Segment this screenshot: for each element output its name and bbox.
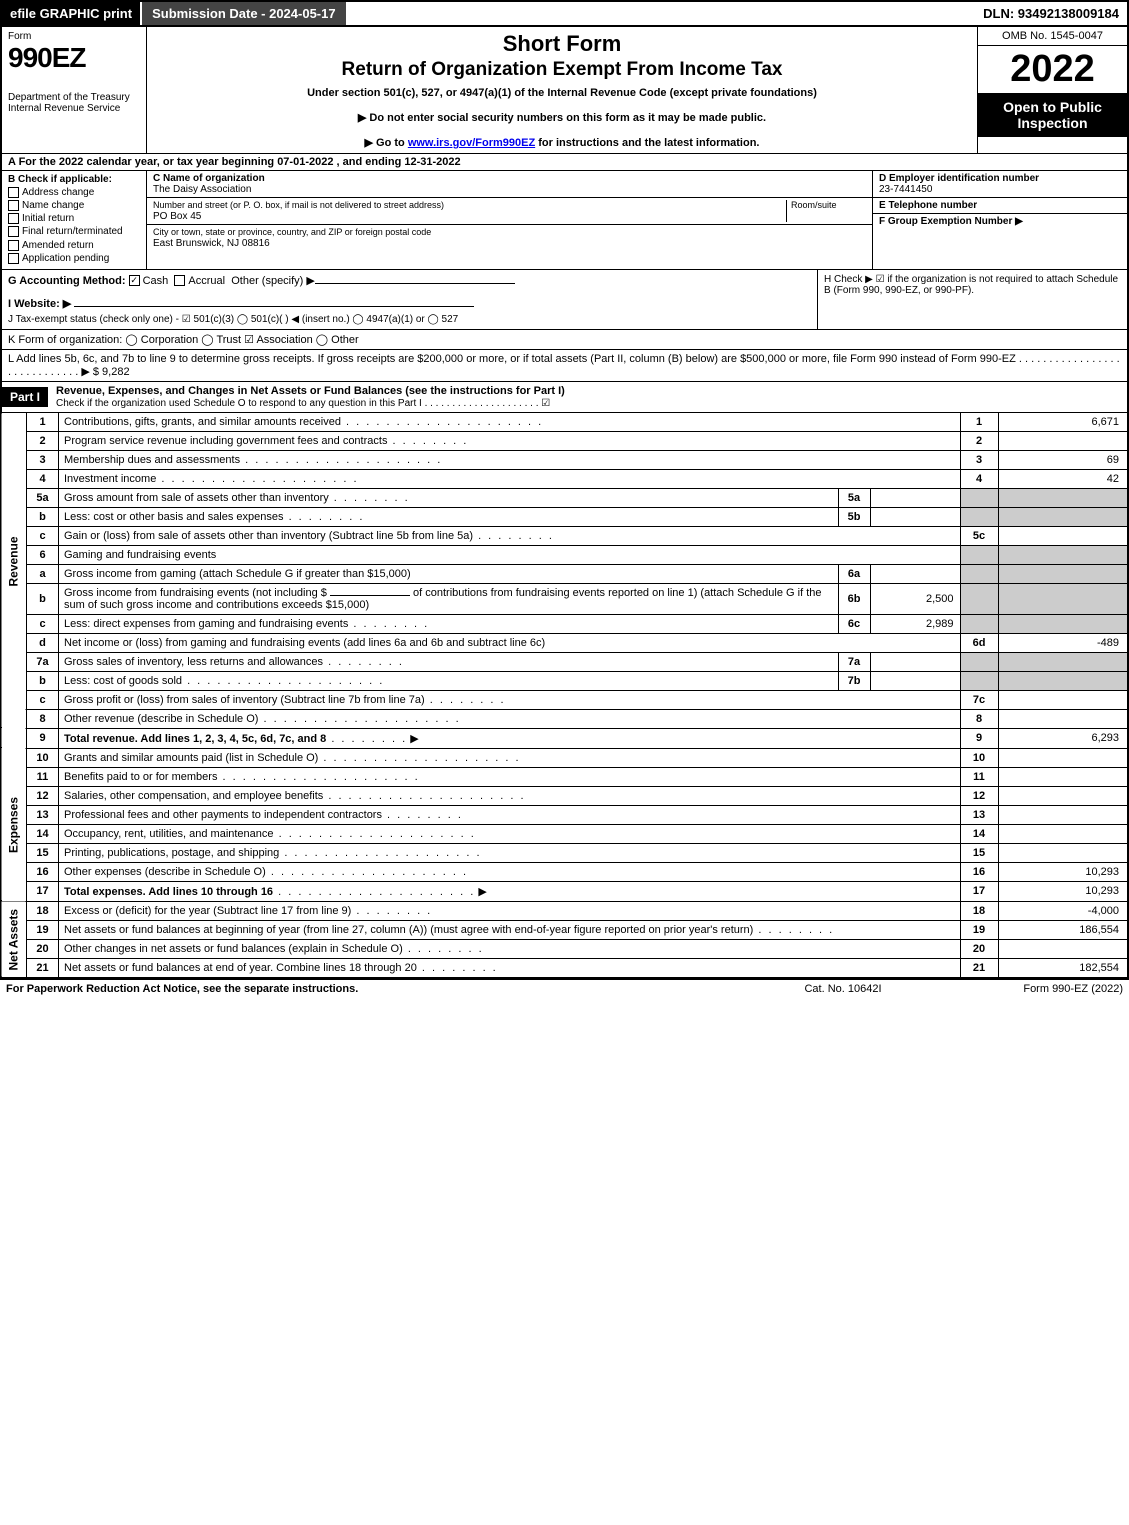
submission-date: Submission Date - 2024-05-17 <box>140 2 346 25</box>
c-city-label: City or town, state or province, country… <box>153 227 431 237</box>
part-i-label: Part I <box>2 387 48 407</box>
other-specify-line <box>315 283 515 284</box>
d-ein: D Employer identification number 23-7441… <box>873 171 1127 198</box>
form-word: Form <box>8 31 140 42</box>
side-expenses: Expenses <box>1 748 27 901</box>
tax-year: 2022 <box>978 46 1127 93</box>
org-street: PO Box 45 <box>153 211 201 222</box>
section-d-e-f: D Employer identification number 23-7441… <box>872 171 1127 269</box>
c-street-row: Number and street (or P. O. box, if mail… <box>147 198 872 225</box>
top-bar: efile GRAPHIC print Submission Date - 20… <box>0 0 1129 27</box>
check-app-pending[interactable]: Application pending <box>8 253 140 264</box>
part-i-header: Part I Revenue, Expenses, and Changes in… <box>0 382 1129 413</box>
footer-catno: Cat. No. 10642I <box>743 983 943 995</box>
header-left: Form 990EZ Department of the Treasury In… <box>2 27 147 153</box>
title-short-form: Short Form <box>155 31 969 57</box>
note-ssn: ▶ Do not enter social security numbers o… <box>155 111 969 124</box>
check-initial-return[interactable]: Initial return <box>8 213 140 224</box>
room-label: Room/suite <box>791 200 837 210</box>
note2-post: for instructions and the latest informat… <box>535 137 759 149</box>
i-label: I Website: ▶ <box>8 298 71 310</box>
g-label: G Accounting Method: <box>8 275 126 287</box>
l-value: 9,282 <box>102 366 130 378</box>
check-amended[interactable]: Amended return <box>8 240 140 251</box>
c-street-label: Number and street (or P. O. box, if mail… <box>153 200 444 210</box>
row-j: J Tax-exempt status (check only one) - ☑… <box>8 314 811 325</box>
department: Department of the Treasury Internal Reve… <box>8 92 140 114</box>
section-c: C Name of organization The Daisy Associa… <box>147 171 872 269</box>
check-name-change[interactable]: Name change <box>8 200 140 211</box>
b-head: B Check if applicable: <box>8 174 140 185</box>
note2-pre: ▶ Go to <box>365 137 408 149</box>
part-i-check: Check if the organization used Schedule … <box>56 398 550 409</box>
header-center: Short Form Return of Organization Exempt… <box>147 27 977 153</box>
part-i-title: Revenue, Expenses, and Changes in Net As… <box>48 382 1127 412</box>
row-g-h: G Accounting Method: Cash Accrual Other … <box>0 270 1129 330</box>
irs-link[interactable]: www.irs.gov/Form990EZ <box>408 137 535 149</box>
check-final-return[interactable]: Final return/terminated <box>8 226 140 237</box>
f-label: F Group Exemption Number ▶ <box>879 216 1023 227</box>
line-1-no: 1 <box>27 413 59 432</box>
side-revenue: Revenue <box>1 413 27 710</box>
subtitle: Under section 501(c), 527, or 4947(a)(1)… <box>155 87 969 99</box>
footer-notice: For Paperwork Reduction Act Notice, see … <box>6 983 743 995</box>
org-name: The Daisy Association <box>153 184 251 195</box>
line-1-rn: 1 <box>960 413 998 432</box>
section-b-c-d-e-f: B Check if applicable: Address change Na… <box>0 171 1129 270</box>
line-1-val: 6,671 <box>998 413 1128 432</box>
row-g: G Accounting Method: Cash Accrual Other … <box>2 270 817 329</box>
note-link: ▶ Go to www.irs.gov/Form990EZ for instru… <box>155 136 969 149</box>
row-h: H Check ▶ ☑ if the organization is not r… <box>817 270 1127 329</box>
omb-number: OMB No. 1545-0047 <box>978 27 1127 46</box>
side-netassets: Net Assets <box>1 901 27 978</box>
c-city-row: City or town, state or province, country… <box>147 225 872 251</box>
org-city: East Brunswick, NJ 08816 <box>153 238 270 249</box>
row-l: L Add lines 5b, 6c, and 7b to line 9 to … <box>0 350 1129 382</box>
row-a-period: A For the 2022 calendar year, or tax yea… <box>0 154 1129 171</box>
f-group: F Group Exemption Number ▶ <box>873 214 1127 229</box>
row-k: K Form of organization: ◯ Corporation ◯ … <box>0 330 1129 350</box>
check-cash[interactable] <box>129 275 140 286</box>
part-i-table: Revenue 1 Contributions, gifts, grants, … <box>0 413 1129 979</box>
section-b: B Check if applicable: Address change Na… <box>2 171 147 269</box>
efile-label: efile GRAPHIC print <box>2 2 140 25</box>
e-phone: E Telephone number <box>873 198 1127 214</box>
form-number: 990EZ <box>8 42 140 74</box>
website-line <box>74 306 474 307</box>
c-name-label: C Name of organization <box>153 173 265 184</box>
d-label: D Employer identification number <box>879 173 1039 184</box>
check-address-change[interactable]: Address change <box>8 187 140 198</box>
ein-value: 23-7441450 <box>879 184 932 195</box>
c-name-row: C Name of organization The Daisy Associa… <box>147 171 872 198</box>
header-right: OMB No. 1545-0047 2022 Open to Public In… <box>977 27 1127 153</box>
e-label: E Telephone number <box>879 200 977 211</box>
l-text: L Add lines 5b, 6c, and 7b to line 9 to … <box>8 353 1120 378</box>
form-header: Form 990EZ Department of the Treasury In… <box>0 27 1129 154</box>
dln: DLN: 93492138009184 <box>975 2 1127 25</box>
footer-formid: Form 990-EZ (2022) <box>943 983 1123 995</box>
title-main: Return of Organization Exempt From Incom… <box>155 59 969 81</box>
check-accrual[interactable] <box>174 275 185 286</box>
open-inspection: Open to Public Inspection <box>978 93 1127 137</box>
page-footer: For Paperwork Reduction Act Notice, see … <box>0 979 1129 998</box>
